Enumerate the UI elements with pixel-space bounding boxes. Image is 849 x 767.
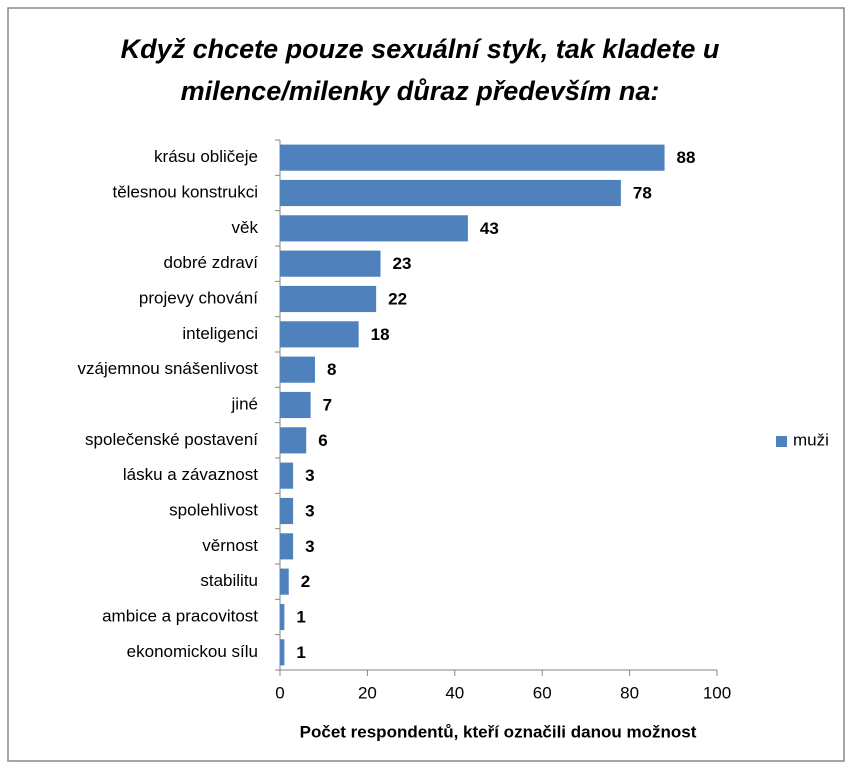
chart-title: Když chcete pouze sexuální styk, tak kla… (121, 34, 720, 64)
y-tick-label: projevy chování (139, 288, 258, 307)
chart-border (7, 7, 845, 762)
y-tick-label: vzájemnou snášenlivost (78, 359, 259, 378)
data-label: 3 (305, 537, 314, 556)
y-tick-label: jiné (231, 394, 258, 413)
x-tick-label: 20 (358, 683, 377, 702)
data-label: 23 (393, 254, 412, 273)
data-label: 7 (323, 395, 332, 414)
x-tick-label: 0 (275, 683, 284, 702)
data-label: 8 (327, 360, 336, 379)
bar (280, 497, 294, 525)
bar (280, 533, 294, 560)
bar (280, 603, 285, 631)
data-label: 43 (480, 219, 499, 238)
y-tick-label: ekonomickou sílu (127, 642, 258, 661)
y-tick-label: dobré zdraví (164, 253, 259, 272)
data-label: 1 (296, 643, 305, 662)
y-tick-label: věk (232, 218, 259, 237)
data-label: 78 (633, 183, 652, 202)
data-label: 3 (305, 466, 314, 485)
data-label: 22 (388, 289, 407, 308)
y-tick-label: tělesnou konstrukci (112, 182, 258, 201)
bar (280, 568, 289, 595)
bar (280, 179, 621, 207)
bar (280, 427, 307, 454)
bar (280, 639, 285, 666)
bar (280, 356, 315, 383)
y-tick-label: inteligenci (182, 324, 258, 343)
data-label: 2 (301, 572, 310, 591)
x-axis-label: Počet respondentů, kteří označili danou … (300, 722, 697, 741)
x-tick-label: 60 (533, 683, 552, 702)
bar (280, 391, 311, 419)
data-label: 3 (305, 501, 314, 520)
y-tick-label: krásu obličeje (154, 147, 258, 166)
legend-swatch (776, 436, 787, 447)
y-tick-label: společenské postavení (85, 430, 258, 449)
bar (280, 250, 381, 277)
data-label: 18 (371, 325, 390, 344)
bar (280, 462, 294, 489)
x-tick-label: 40 (445, 683, 464, 702)
data-label: 6 (318, 431, 327, 450)
bar (280, 321, 359, 348)
bar (280, 215, 468, 242)
y-tick-label: spolehlivost (169, 500, 258, 519)
y-tick-label: věrnost (202, 536, 258, 555)
y-tick-label: ambice a pracovitost (102, 606, 258, 625)
y-tick-label: stabilitu (200, 571, 258, 590)
chart-title: milence/milenky důraz především na: (181, 76, 660, 106)
x-tick-label: 100 (703, 683, 731, 702)
data-label: 88 (677, 148, 696, 167)
y-tick-label: lásku a závaznost (123, 465, 258, 484)
bar (280, 144, 665, 171)
data-label: 1 (296, 607, 305, 626)
x-tick-label: 80 (620, 683, 639, 702)
bar (280, 285, 377, 313)
legend-label: muži (793, 430, 829, 449)
